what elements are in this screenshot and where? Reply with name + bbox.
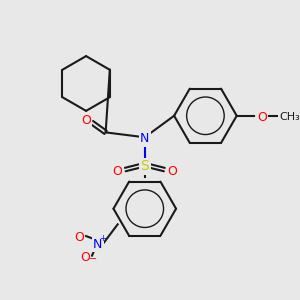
Text: O: O <box>74 231 84 244</box>
Text: −: − <box>89 254 97 264</box>
Text: O: O <box>112 165 122 178</box>
Text: O: O <box>80 250 90 264</box>
Text: O: O <box>257 111 267 124</box>
Text: O: O <box>81 114 91 127</box>
Text: CH₃: CH₃ <box>279 112 300 122</box>
Text: O: O <box>167 165 177 178</box>
Text: +: + <box>99 233 106 242</box>
Text: S: S <box>140 159 149 173</box>
Text: N: N <box>93 238 103 251</box>
Text: N: N <box>140 132 149 145</box>
